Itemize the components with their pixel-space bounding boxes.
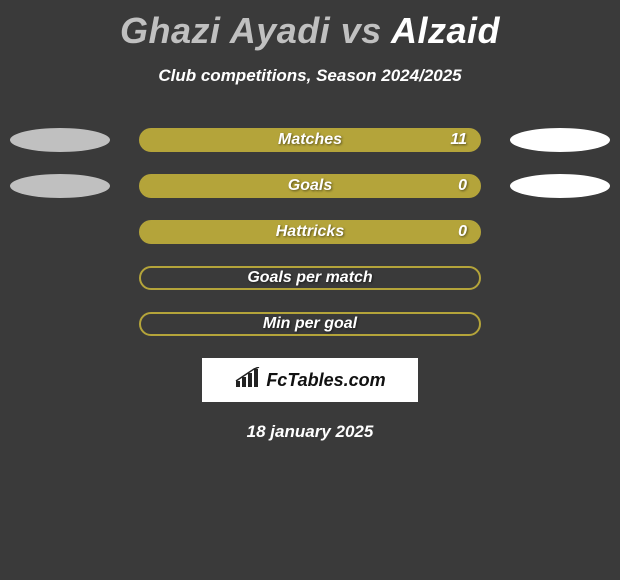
stat-bar: Matches 11 — [139, 128, 481, 152]
player2-ellipse — [510, 174, 610, 198]
stat-label: Hattricks — [276, 223, 344, 241]
title-player2: Alzaid — [391, 10, 500, 51]
stat-value: 0 — [458, 223, 467, 241]
branding-text: FcTables.com — [266, 370, 385, 391]
stats-rows: Matches 11 Goals 0 Hattricks 0 Goals per… — [0, 128, 620, 336]
stat-row: Matches 11 — [0, 128, 620, 152]
stat-label: Goals per match — [247, 269, 372, 287]
stat-value: 0 — [458, 177, 467, 195]
branding-box: FcTables.com — [202, 358, 418, 402]
stat-value: 11 — [450, 131, 467, 149]
subtitle: Club competitions, Season 2024/2025 — [0, 66, 620, 86]
page-title: Ghazi Ayadi vs Alzaid — [0, 0, 620, 52]
stat-bar: Goals per match — [139, 266, 481, 290]
title-vs: vs — [341, 10, 382, 51]
player1-ellipse — [10, 128, 110, 152]
stat-row: Goals 0 — [0, 174, 620, 198]
stat-bar: Hattricks 0 — [139, 220, 481, 244]
stat-label: Goals — [288, 177, 332, 195]
player1-ellipse — [10, 174, 110, 198]
comparison-card: Ghazi Ayadi vs Alzaid Club competitions,… — [0, 0, 620, 580]
stat-bar: Min per goal — [139, 312, 481, 336]
chart-icon — [234, 367, 260, 394]
stat-row: Min per goal — [0, 312, 620, 336]
stat-label: Matches — [278, 131, 342, 149]
date-label: 18 january 2025 — [0, 422, 620, 442]
stat-label: Min per goal — [263, 315, 357, 333]
stat-bar: Goals 0 — [139, 174, 481, 198]
stat-row: Hattricks 0 — [0, 220, 620, 244]
stat-row: Goals per match — [0, 266, 620, 290]
title-player1: Ghazi Ayadi — [120, 10, 330, 51]
player2-ellipse — [510, 128, 610, 152]
